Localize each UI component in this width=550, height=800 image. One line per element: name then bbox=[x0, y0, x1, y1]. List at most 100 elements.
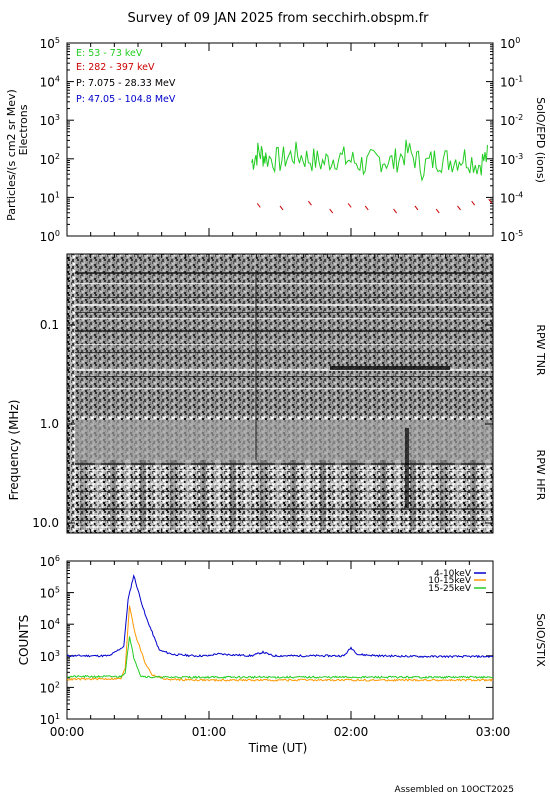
epd-tick-label: 101 bbox=[40, 190, 60, 205]
epd-tick-label: 105 bbox=[40, 36, 60, 51]
rpw-column bbox=[140, 460, 146, 530]
epd-point-electrons-high bbox=[393, 208, 398, 214]
rpw-column bbox=[275, 460, 281, 530]
epd-right-tick-label: 100 bbox=[500, 36, 520, 51]
rpw-stripe bbox=[75, 515, 493, 516]
stix-tick-label: 104 bbox=[40, 617, 60, 632]
epd-point-electrons-high bbox=[457, 205, 461, 211]
epd-ylabel-electrons: Electrons bbox=[17, 104, 30, 155]
stix-legend-item: 10-15keV bbox=[428, 576, 472, 586]
rpw-ylabel: Frequency (MHz) bbox=[7, 400, 21, 501]
rpw-column bbox=[335, 460, 341, 530]
rpw-panel: 0.1 1.0 10.0 Frequency (MHz) RPW TNR RPW… bbox=[7, 253, 547, 534]
epd-legend-item: E: 282 - 397 keV bbox=[76, 62, 155, 73]
rpw-stripe bbox=[75, 318, 493, 319]
epd-point-electrons-high bbox=[329, 208, 334, 214]
rpw-stripe bbox=[75, 388, 493, 389]
rpw-column bbox=[410, 460, 416, 530]
epd-series bbox=[251, 139, 493, 214]
rpw-column bbox=[395, 460, 401, 530]
epd-point-electrons-high bbox=[307, 200, 312, 206]
epd-point-electrons-high bbox=[279, 205, 284, 211]
rpw-column bbox=[455, 460, 461, 530]
epd-ticks: 100 101 102 103 104 105 10-5 10-4 10-3 10-2 10-1 10… bbox=[40, 36, 524, 244]
rpw-stripes bbox=[75, 270, 493, 530]
rpw-stripe bbox=[75, 369, 493, 371]
chart-title: Survey of 09 JAN 2025 from secchirh.obsp… bbox=[128, 11, 430, 26]
rpw-tnr-label: RPW TNR bbox=[534, 324, 547, 376]
rpw-stripe bbox=[75, 500, 493, 501]
stix-series bbox=[67, 573, 493, 682]
rpw-column bbox=[245, 460, 251, 530]
stix-legend-item: 15-25keV bbox=[428, 584, 472, 594]
rpw-stripe bbox=[75, 470, 493, 471]
rpw-column bbox=[470, 460, 476, 530]
epd-tick-label: 100 bbox=[40, 229, 60, 244]
rpw-stripe bbox=[75, 304, 493, 306]
stix-tick-label: 105 bbox=[40, 586, 60, 601]
epd-ylabel: Particles/(s cm2 sr Mev) bbox=[5, 89, 18, 221]
rpw-column bbox=[380, 460, 386, 530]
rpw-tnr-band bbox=[75, 256, 493, 416]
stix-tick-label: 102 bbox=[40, 680, 60, 695]
epd-point-electrons-high bbox=[435, 208, 440, 214]
rpw-stripe bbox=[75, 344, 493, 345]
rpw-column bbox=[110, 460, 116, 530]
epd-tick-label: 102 bbox=[40, 152, 60, 167]
stix-tick-label: 106 bbox=[40, 554, 60, 569]
rpw-hfr-band bbox=[75, 420, 493, 465]
epd-point-electrons-high bbox=[471, 200, 476, 206]
rpw-column bbox=[125, 460, 131, 530]
rpw-stripe bbox=[75, 297, 493, 298]
x-tick-label: 02:00 bbox=[334, 725, 369, 739]
rpw-stripe bbox=[75, 520, 493, 521]
rpw-column bbox=[305, 460, 311, 530]
rpw-column bbox=[185, 460, 191, 530]
rpw-column bbox=[365, 460, 371, 530]
epd-right-tick-label: 10-5 bbox=[500, 229, 523, 244]
rpw-stripe bbox=[75, 312, 493, 313]
rpw-column bbox=[425, 460, 431, 530]
epd-ylabel-right: SolO/EPD (ions) bbox=[534, 97, 547, 183]
rpw-stripe bbox=[75, 478, 493, 479]
epd-right-tick-label: 10-4 bbox=[500, 190, 523, 205]
epd-series-electrons-low bbox=[251, 139, 488, 183]
rpw-column bbox=[200, 460, 206, 530]
rpw-column bbox=[260, 460, 266, 530]
rpw-stripe bbox=[75, 463, 493, 465]
epd-tick-label: 104 bbox=[40, 75, 60, 90]
epd-point-electrons-high bbox=[364, 205, 369, 211]
rpw-column bbox=[485, 460, 491, 530]
epd-right-tick-label: 10-2 bbox=[500, 113, 523, 128]
rpw-column bbox=[215, 460, 221, 530]
epd-right-tick-label: 10-3 bbox=[500, 152, 523, 167]
stix-ticks: 101 102 103 104 105 106 bbox=[40, 554, 493, 727]
epd-panel: 100 101 102 103 104 105 10-5 10-4 10-3 10-2 10-1 10… bbox=[5, 36, 547, 244]
rpw-burst-streak bbox=[405, 428, 409, 508]
rpw-spectrogram bbox=[67, 254, 493, 533]
epd-point-electrons-high bbox=[488, 198, 493, 204]
rpw-column bbox=[230, 460, 236, 530]
stix-ylabel-right: SolO/STIX bbox=[534, 613, 547, 667]
rpw-burst-streak bbox=[255, 270, 257, 460]
rpw-tick-label: 0.1 bbox=[40, 318, 59, 332]
rpw-column bbox=[320, 460, 326, 530]
rpw-column bbox=[155, 460, 161, 530]
epd-legend-item: P: 7.075 - 28.33 MeV bbox=[76, 78, 176, 89]
stix-tick-label: 103 bbox=[40, 649, 60, 664]
epd-point-electrons-high bbox=[347, 203, 352, 208]
rpw-column bbox=[95, 460, 101, 530]
rpw-column bbox=[350, 460, 356, 530]
stix-ylabel: COUNTS bbox=[17, 615, 31, 666]
epd-tick-label: 103 bbox=[40, 113, 60, 128]
epd-point-electrons-high bbox=[414, 205, 419, 211]
rpw-tick-label: 10.0 bbox=[32, 516, 59, 530]
x-tick-label: 01:00 bbox=[192, 725, 227, 739]
stix-legend: 4-10keV 10-15keV 15-25keV bbox=[428, 569, 486, 594]
x-axis-label: Time (UT) bbox=[248, 741, 308, 755]
rpw-stripe bbox=[75, 526, 493, 528]
rpw-tick-label: 1.0 bbox=[40, 417, 59, 431]
epd-legend: E: 53 - 73 keV E: 282 - 397 keV P: 7.075… bbox=[76, 48, 176, 105]
stix-legend-item: 4-10keV bbox=[434, 569, 472, 579]
